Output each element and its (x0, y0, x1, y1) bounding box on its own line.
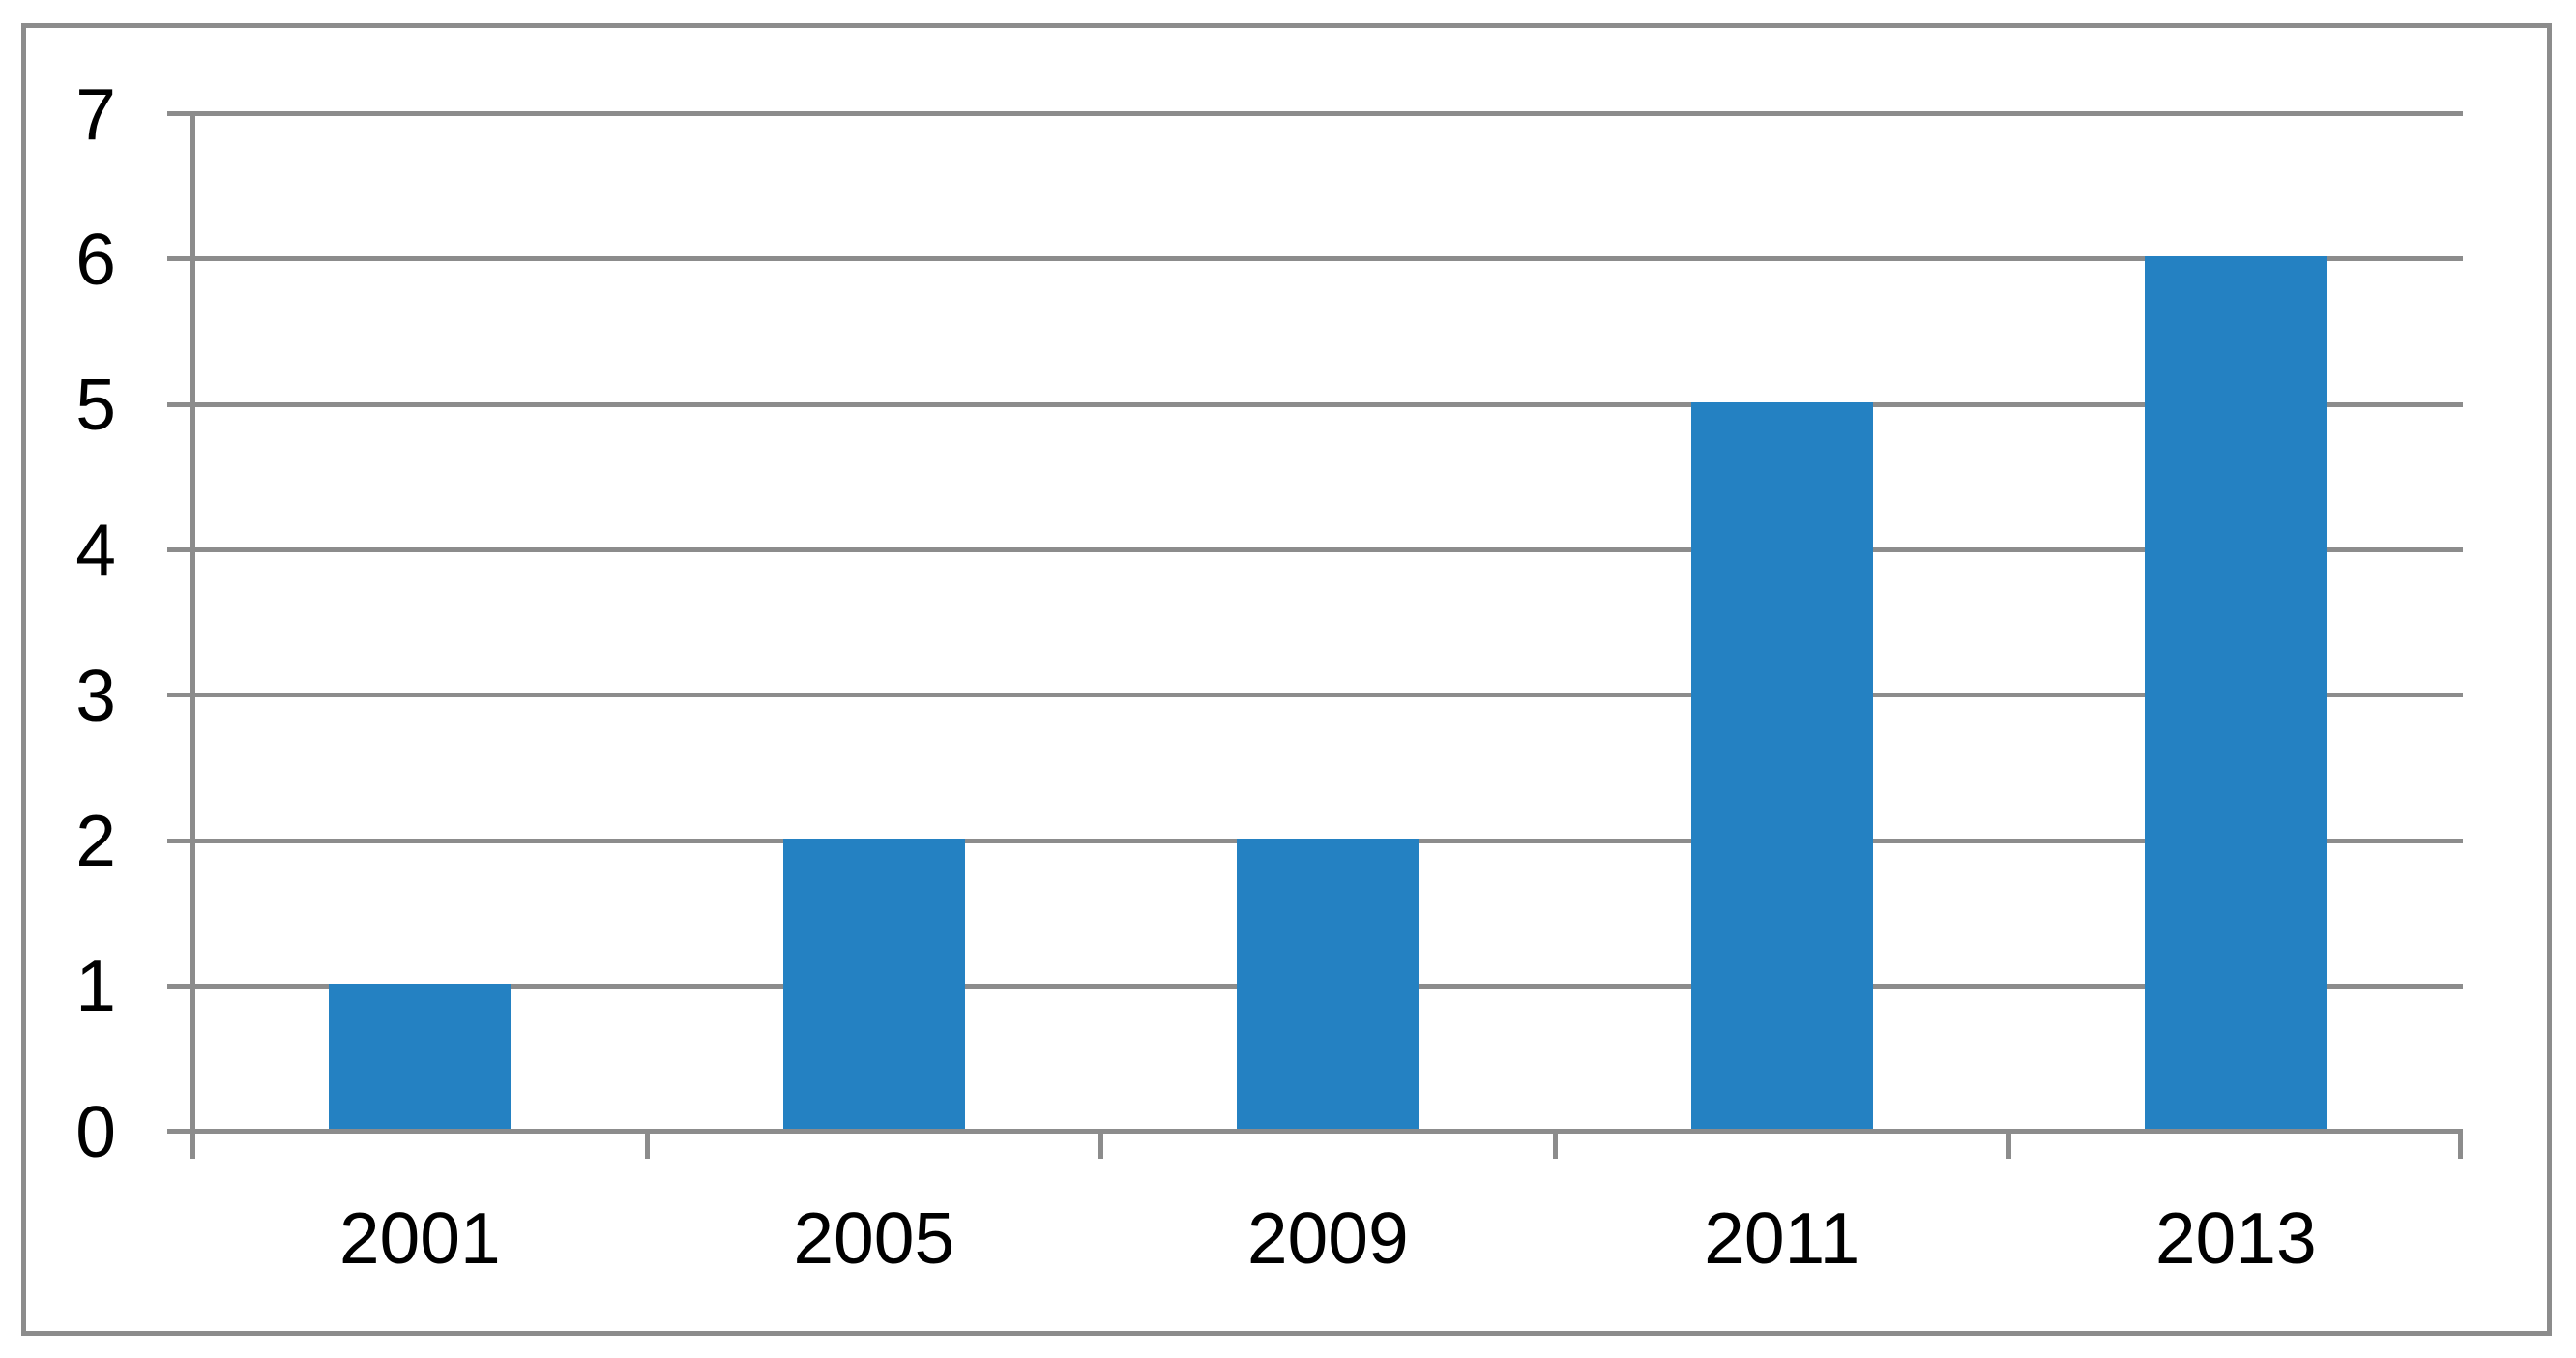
y-axis-tick-label: 6 (75, 218, 116, 300)
y-axis-tick-label: 7 (75, 73, 116, 155)
x-axis-category-label: 2011 (1704, 1197, 1860, 1279)
x-axis-tick (1552, 1134, 1558, 1160)
x-axis-category-label: 2013 (2154, 1197, 2317, 1279)
x-axis-tick (1098, 1134, 1103, 1160)
bar-2001 (329, 983, 512, 1130)
x-axis-tick (644, 1134, 650, 1160)
bar-2011 (1690, 401, 1873, 1130)
bar-2005 (782, 838, 965, 1130)
y-gridline (167, 401, 2463, 407)
y-axis-tick-label: 1 (75, 945, 116, 1027)
x-axis-tick (2458, 1134, 2463, 1160)
bar-2013 (2145, 256, 2327, 1130)
y-gridline (167, 256, 2463, 262)
x-axis-category-label: 2009 (1246, 1197, 1409, 1279)
bar-2009 (1237, 838, 1420, 1130)
y-axis-tick-label: 0 (75, 1090, 116, 1172)
y-gridline (167, 546, 2463, 552)
y-axis-line (190, 111, 195, 1160)
y-axis-tick-label: 2 (75, 800, 116, 881)
y-gridline (167, 111, 2463, 116)
x-axis-category-label: 2005 (793, 1197, 955, 1279)
y-axis-tick-label: 4 (75, 509, 116, 591)
y-gridline (167, 693, 2463, 698)
y-gridline (167, 1129, 2463, 1135)
y-axis-tick-label: 3 (75, 654, 116, 736)
y-axis-tick-label: 5 (75, 364, 116, 446)
x-axis-tick (2006, 1134, 2011, 1160)
x-axis-category-label: 2001 (338, 1197, 501, 1279)
